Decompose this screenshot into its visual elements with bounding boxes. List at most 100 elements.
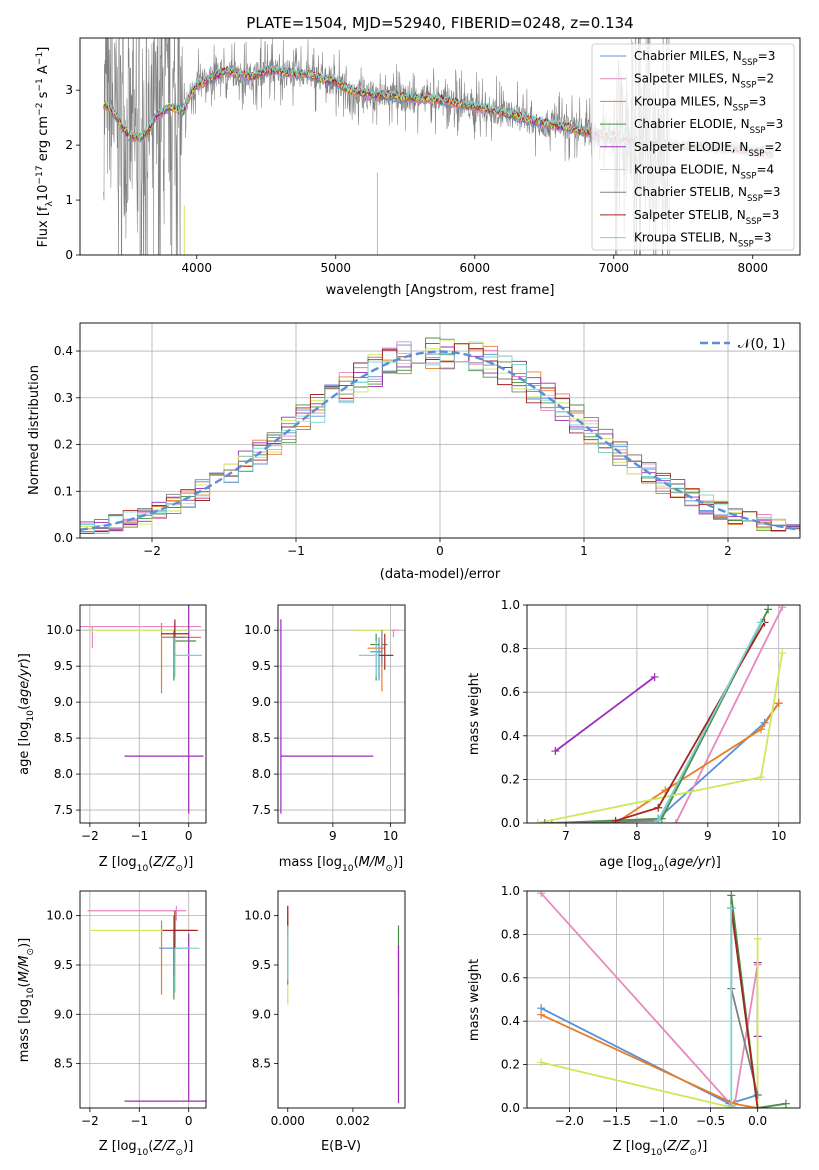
residuals-ytick-label: 0.3 [54,391,73,405]
weight_vs_age-ytick-label: 0.2 [501,772,520,786]
weight_vs_Z-marker [781,1099,790,1108]
residuals-legend-label: 𝒩(0, 1) [738,337,785,352]
weight_vs_age-xtick-label: 9 [704,829,712,843]
weight_vs_Z-frame [526,890,801,1109]
residuals-xtick-label: −2 [143,544,161,558]
weight_vs_age-ytick-label: 0.0 [501,816,520,830]
age_vs_Z-errorbar-point [174,637,203,677]
legend-entry: Kroupa ELODIE, NSSP=4 [634,163,774,182]
mass-Z-xlabel: Z [log10(Z/Z⊙)] [99,1139,194,1158]
weight_vs_age-series-line-8 [657,621,762,822]
mass_vs_Z-xtick-label: −1 [130,1114,148,1128]
spectrum-ytick-label: 3 [65,83,73,97]
age_vs_Z-axes: −2 −1 0 7.5 8.0 8.5 9.0 9.5 10.0 [46,605,206,843]
age_vs_mass-ytick-label: 8.5 [252,731,271,745]
ebv-ytick-label: 10.0 [244,909,271,923]
weight_vs_age-axes: 7 8 9 10 0.0 0.2 0.4 0.6 0.8 1.0 [501,598,800,843]
weight_vs_age-ytick-label: 0.4 [501,729,520,743]
spectrum-xlabel: wavelength [Angstrom, rest frame] [326,283,555,298]
weight_vs_Z-series-line-1 [540,892,759,1108]
weight_vs_age-marker [671,819,680,823]
spectrum-xtick-label: 8000 [737,261,768,275]
spectrum-ytick-label: 1 [65,193,73,207]
mass_vs_Z-frame [79,890,207,1109]
weight_vs_Z-ytick-label: 1.0 [501,884,520,898]
weight_vs_Z-marker [537,891,546,898]
residuals-xlabel: (data-model)/error [380,567,501,582]
ebv-ytick-label: 9.0 [252,1007,271,1021]
weight_vs_Z-marker [753,934,762,943]
weight_vs_Z-marker [537,1010,546,1019]
weight_vs_age-marker [611,816,620,823]
legend-entry: Kroupa STELIB, NSSP=3 [634,231,772,250]
legend-entry: Salpeter STELIB, NSSP=3 [634,208,779,227]
age_vs_mass-ytick-label: 9.5 [252,659,271,673]
residuals-xtick-label: 1 [580,544,588,558]
weight-Z-ylabel: mass weight [467,959,482,1041]
age_vs_mass-errorbar-point [280,619,374,814]
age_vs_mass-ytick-label: 7.5 [252,803,271,817]
residuals-xtick-label: 2 [724,544,732,558]
age_vs_Z-xtick-label: −2 [81,829,99,843]
ebv-ytick-label: 8.5 [252,1057,271,1071]
spectrum-xtick-label: 7000 [598,261,629,275]
spectrum-ylabel: Flux [fλ10−17 erg cm−2 s−1 A−1] [35,47,55,248]
age-Z-xlabel: Z [log10(Z/Z⊙)] [99,855,194,874]
weight_vs_Z-xtick-label: −0.5 [696,1114,725,1128]
age_vs_mass-errorbar-point [358,640,380,677]
weight_vs_Z-ytick-label: 0.6 [501,971,520,985]
mass_vs_Z-errorbar-point [87,905,187,921]
weight-Z-xlabel: Z [log10(Z/Z⊙)] [613,1139,708,1158]
figure-title: PLATE=1504, MJD=52940, FIBERID=0248, z=0… [246,14,633,32]
age_vs_Z-ytick-label: 8.0 [54,767,73,781]
weight_vs_Z-marker [727,891,736,900]
age_vs_mass-ytick-label: 10.0 [244,623,271,637]
weight_vs_age-ytick-label: 0.6 [501,685,520,699]
weight_vs_age-marker [551,747,560,756]
weight-age-ylabel: mass weight [467,673,482,755]
age_vs_Z-errorbar-point [174,622,185,667]
age_vs_Z-ytick-label: 7.5 [54,803,73,817]
mass_vs_Z-ytick-label: 9.0 [54,1007,73,1021]
weight_vs_Z-marker [537,1058,546,1067]
weight_vs_Z-plot-area [537,891,790,1108]
mass_vs_Z-errorbar-point [174,947,200,993]
spectrum-plot-area [103,38,774,255]
weight_vs_age-marker [654,816,663,823]
residuals-ytick-label: 0.4 [54,344,73,358]
weight_vs_age-series-line-0 [657,702,780,820]
spectrum-xtick-label: 4000 [181,261,212,275]
mass_vs_Z-ytick-label: 9.5 [54,958,73,972]
spectrum-xtick-label: 6000 [459,261,490,275]
age_vs_Z-ytick-label: 8.5 [54,731,73,745]
weight_vs_Z-marker [727,904,736,913]
ebv-xtick-label: 0.002 [336,1114,370,1128]
weight_vs_age-xtick-label: 7 [562,829,570,843]
residuals-axes: −2 −1 0 1 2 0.0 0.1 0.2 0.3 0.4 [54,323,800,558]
age_vs_Z-errorbar-point [173,630,197,681]
spectrum-xtick-label: 5000 [320,261,351,275]
spectrum-legend-box [591,43,795,251]
weight_vs_age-marker [774,699,783,708]
age_vs_mass-frame [277,604,406,824]
weight_vs_Z-ytick-label: 0.2 [501,1058,520,1072]
age_vs_mass-errorbar-point [390,629,400,638]
weight_vs_age-series-line-6 [544,621,762,823]
residuals-ylabel: Normed distribution [27,365,42,495]
mass_vs_Z-xtick-label: −2 [81,1114,99,1128]
weight_vs_age-marker [778,648,787,657]
ebv-xtick-label: 0.000 [271,1114,305,1128]
weight_vs_age-series-line-4 [554,676,656,752]
weight_vs_age-frame [526,604,801,824]
mass_vs_Z-plot-area [87,905,206,1102]
age_vs_mass-xtick-label: 9 [329,829,337,843]
mass-Z-ylabel: mass [log10(M/M⊙)] [17,938,36,1062]
mass_vs_Z-ytick-label: 10.0 [46,909,73,923]
legend-entry: Salpeter MILES, NSSP=2 [634,72,774,91]
residuals-ytick-label: 0.1 [54,484,73,498]
ebv-axes: 0.000 0.002 8.5 9.0 9.5 10.0 [244,905,400,1128]
age_vs_Z-xtick-label: −1 [130,829,148,843]
age_vs_mass-ytick-label: 9.0 [252,695,271,709]
observed-spectrum-line [103,38,670,255]
weight_vs_age-marker [654,803,663,812]
